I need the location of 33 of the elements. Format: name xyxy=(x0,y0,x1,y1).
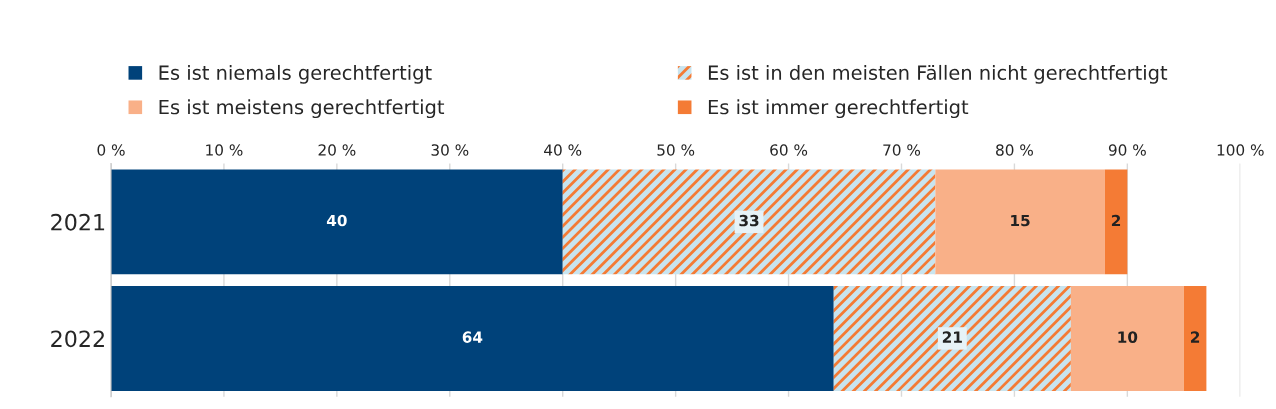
x-tick-label: 60 % xyxy=(770,144,808,156)
x-tick-label: 50 % xyxy=(657,144,695,156)
y-tick-label: 2022 xyxy=(51,330,104,348)
legend-label: Es ist niemals gerechtfertigt xyxy=(159,64,432,84)
bar xyxy=(111,169,563,275)
bar xyxy=(111,285,834,391)
data-label: 2 xyxy=(1190,331,1200,343)
x-tick-label: 10 % xyxy=(206,144,243,156)
bar xyxy=(1070,285,1184,391)
data-label: 21 xyxy=(942,331,962,343)
x-tick-label: 20 % xyxy=(318,144,356,156)
x-tick-label: 0 % xyxy=(97,144,125,156)
data-label: 2 xyxy=(1111,214,1121,227)
bar xyxy=(562,169,936,275)
x-tick-label: 70 % xyxy=(883,144,921,156)
data-label: 33 xyxy=(739,214,759,227)
x-tick-label: 90 % xyxy=(1108,144,1146,156)
x-tick-label: 80 % xyxy=(996,144,1033,156)
data-label: 15 xyxy=(1011,214,1030,227)
legend-label: Es ist meistens gerechtfertigt xyxy=(159,99,445,119)
data-label: 40 xyxy=(326,214,347,227)
y-tick-label: 2021 xyxy=(51,213,105,231)
x-tick-label: 30 % xyxy=(431,144,469,156)
legend-label: Es ist immer gerechtfertigt xyxy=(708,99,969,119)
bar xyxy=(935,169,1105,275)
x-tick-label: 40 % xyxy=(544,144,582,156)
bar xyxy=(1183,285,1207,391)
bar xyxy=(833,285,1071,391)
data-label: 10 xyxy=(1118,331,1138,343)
x-tick-label: 100 % xyxy=(1217,144,1264,156)
legend-label: Es ist in den meisten Fällen nicht gerechtfertigt xyxy=(708,64,1168,84)
bar xyxy=(1104,169,1128,275)
data-label: 64 xyxy=(462,331,483,343)
